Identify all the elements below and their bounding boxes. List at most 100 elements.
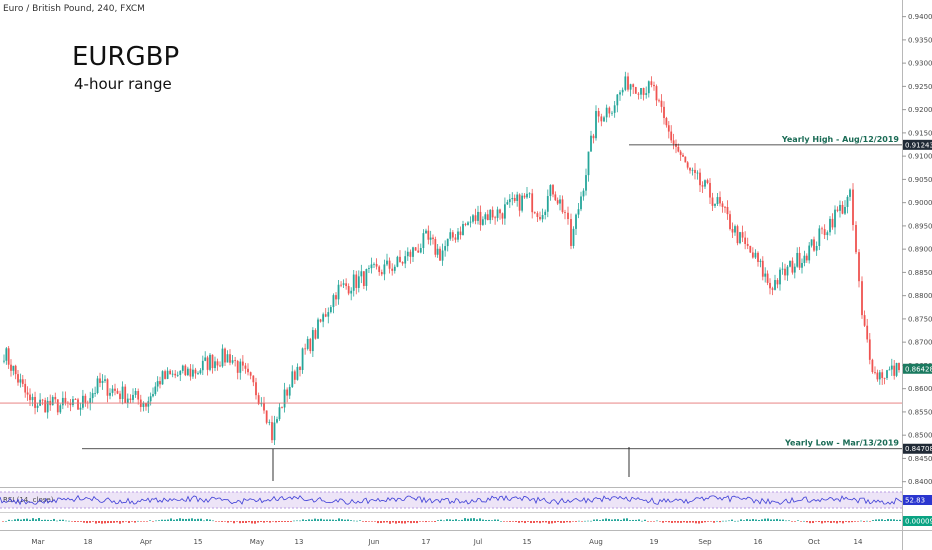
- candle: [181, 364, 184, 374]
- candle: [21, 375, 24, 387]
- candle-body: [29, 394, 31, 401]
- candle: [101, 374, 104, 390]
- candle: [831, 213, 834, 230]
- macd-bar: [839, 521, 841, 523]
- candle-body: [883, 377, 886, 379]
- candle: [129, 394, 132, 404]
- macd-bar: [593, 519, 595, 521]
- macd-bar: [752, 519, 754, 521]
- candle: [106, 378, 109, 403]
- candle: [216, 358, 219, 371]
- macd-bar: [329, 519, 331, 521]
- candle: [739, 231, 741, 245]
- macd-bar: [602, 519, 604, 521]
- candle-body: [255, 382, 257, 396]
- candle-body: [234, 360, 237, 362]
- candle: [474, 208, 477, 225]
- macd-bar: [266, 521, 268, 522]
- candle: [342, 279, 345, 288]
- candle: [224, 347, 226, 367]
- candle: [863, 310, 866, 327]
- macd-bar: [446, 519, 448, 521]
- macd-bar: [737, 520, 739, 522]
- candle: [736, 224, 739, 246]
- candle: [229, 349, 231, 366]
- macd-bar: [674, 521, 676, 523]
- candle: [239, 358, 242, 380]
- candle: [511, 192, 514, 206]
- candle: [841, 201, 844, 215]
- macd-bar: [548, 521, 550, 524]
- macd-bar: [86, 521, 88, 524]
- candle: [714, 203, 716, 209]
- candle-body: [796, 252, 799, 267]
- candle-body: [757, 252, 759, 262]
- candle: [893, 360, 896, 380]
- macd-bar: [872, 520, 874, 521]
- macd-bar: [320, 518, 322, 521]
- candle-body: [132, 394, 134, 400]
- candle: [12, 365, 15, 376]
- candle-body: [271, 422, 273, 441]
- macd-bar: [356, 520, 358, 522]
- candle: [352, 269, 355, 297]
- candle: [197, 371, 199, 376]
- candle-body: [663, 106, 665, 118]
- macd-bar: [566, 521, 568, 523]
- candle: [311, 327, 314, 358]
- candle-body: [645, 93, 648, 95]
- candle: [124, 384, 127, 404]
- candle-body: [179, 370, 182, 375]
- macd-bar: [650, 521, 652, 522]
- candle-body: [186, 368, 189, 376]
- macd-bar: [311, 519, 313, 521]
- candle: [826, 230, 829, 241]
- candle-body: [861, 281, 863, 316]
- candle-body: [116, 390, 119, 394]
- candle: [31, 393, 34, 407]
- candle-body: [754, 252, 757, 258]
- candle: [194, 367, 197, 379]
- candle: [309, 337, 312, 354]
- macd-bar: [521, 521, 523, 523]
- candle: [166, 367, 169, 380]
- macd-bar: [488, 519, 490, 521]
- macd-bar: [569, 521, 571, 523]
- candle-body: [283, 389, 286, 408]
- candle-body: [156, 381, 159, 387]
- macd-bar: [701, 521, 703, 523]
- candle-body: [337, 284, 340, 300]
- candle-body: [181, 365, 184, 371]
- candle-body: [44, 400, 47, 413]
- macd-bar: [341, 519, 343, 521]
- candle-body: [749, 245, 752, 253]
- candle-body: [391, 268, 394, 271]
- candle: [89, 391, 92, 411]
- macd-bar: [401, 521, 403, 524]
- candle: [751, 247, 754, 259]
- macd-bar: [242, 521, 244, 523]
- price-tag-text: 0.00009: [905, 518, 932, 526]
- candle-body: [518, 194, 521, 211]
- candle: [293, 369, 296, 385]
- candle: [729, 210, 731, 231]
- macd-bar: [233, 521, 235, 524]
- candle-body: [611, 112, 613, 114]
- macd-bar: [878, 519, 880, 521]
- candle: [741, 225, 744, 243]
- macd-bar: [365, 521, 367, 522]
- candle: [362, 270, 365, 290]
- candle-body: [829, 218, 831, 233]
- x-tick-label: 17: [422, 538, 431, 546]
- candle: [834, 205, 836, 235]
- candle-body: [412, 247, 414, 257]
- macd-bar: [605, 518, 607, 521]
- macd-bar: [869, 521, 871, 522]
- macd-bar: [404, 521, 406, 524]
- candle-body: [265, 410, 268, 423]
- macd-bar: [323, 519, 325, 521]
